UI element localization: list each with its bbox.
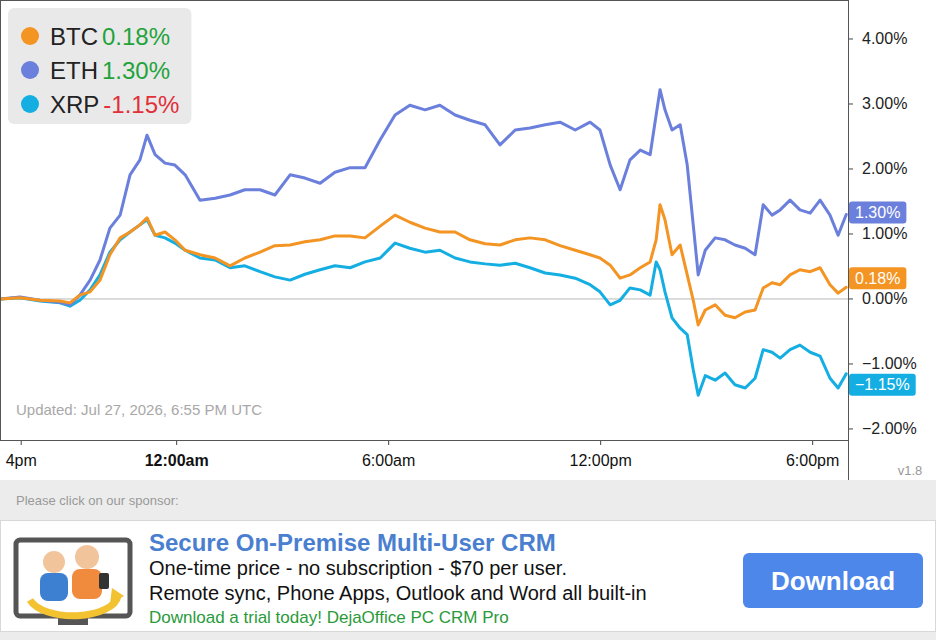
- icon-head: [43, 551, 65, 573]
- y-tick-label: 1.00%: [862, 225, 907, 242]
- icon-phone: [99, 573, 109, 589]
- end-label: 0.18%: [849, 267, 906, 289]
- y-tick-label: 2.00%: [862, 160, 907, 177]
- end-label-box: [849, 267, 906, 289]
- download-button-label[interactable]: Download: [771, 566, 895, 596]
- end-label-box: [849, 374, 916, 396]
- zero-line: [0, 298, 848, 299]
- legend-value: 0.18%: [102, 23, 170, 50]
- icon-person: [40, 573, 68, 601]
- legend: BTC0.18%ETH1.30%XRP-1.15%: [8, 8, 191, 124]
- series-lines: [0, 90, 846, 395]
- y-tick-label: −1.00%: [862, 355, 917, 372]
- sponsor-background: [0, 480, 936, 640]
- legend-swatch: [21, 61, 39, 79]
- legend-swatch: [21, 27, 39, 45]
- end-label-text: 0.18%: [855, 270, 900, 287]
- legend-name: BTC: [50, 23, 98, 50]
- legend-name: ETH: [50, 57, 98, 84]
- sponsor-line: Remote sync, Phone Apps, Outlook and Wor…: [149, 582, 647, 604]
- version: v1.8: [898, 463, 923, 478]
- sponsor-prompt: Please click on our sponsor:: [16, 493, 179, 508]
- x-tick-label: 4pm: [6, 452, 37, 469]
- updated-note: Updated: Jul 27, 2026, 6:55 PM UTC: [16, 401, 262, 418]
- sponsor-title: Secure On-Premise Multi-User CRM: [149, 529, 556, 556]
- plot-frame: [1, 1, 849, 441]
- series-line: [0, 205, 846, 325]
- legend-swatch: [21, 95, 39, 113]
- sponsor-icon: [16, 540, 130, 625]
- sponsor-tagline: Download a trial today! DejaOffice PC CR…: [149, 608, 509, 627]
- end-label-text: −1.15%: [855, 376, 910, 393]
- x-tick-label: 6:00am: [362, 452, 415, 469]
- y-tick-label: −2.00%: [862, 420, 917, 437]
- sponsor-card: [1, 521, 936, 632]
- icon-head: [75, 545, 99, 569]
- chart-background: [0, 0, 936, 480]
- icon-person: [72, 569, 102, 599]
- x-tick-label: 6:00pm: [786, 452, 839, 469]
- end-label-box: [849, 201, 906, 223]
- icon-monitor: [16, 540, 130, 616]
- end-label: −1.15%: [849, 374, 916, 396]
- end-label-text: 1.30%: [855, 204, 900, 221]
- y-tick-label: 4.00%: [862, 30, 907, 47]
- sponsor-line: One-time price - no subscription - $70 p…: [149, 557, 567, 579]
- y-tick-label: 0.00%: [862, 290, 907, 307]
- page: {"chart_data": { "type": "line", "x": [1…: [0, 0, 936, 640]
- download-button[interactable]: Download: [743, 553, 923, 608]
- axis-line: [848, 440, 849, 480]
- legend-value: -1.15%: [103, 91, 179, 118]
- icon-arrowhead: [110, 588, 124, 604]
- page-canvas: 4.00% 3.00% 2.00% 1.00% 0.00% −1.00% −2.00% 4pm…: [0, 0, 936, 640]
- y-tick-label: 3.00%: [862, 95, 907, 112]
- x-tick-label: 12:00pm: [570, 452, 632, 469]
- x-tick-label: 12:00am: [145, 452, 209, 469]
- end-label: 1.30%: [849, 201, 906, 223]
- legend-value: 1.30%: [102, 57, 170, 84]
- legend-box: [8, 8, 191, 124]
- download-button-bg[interactable]: [743, 553, 923, 608]
- legend-name: XRP: [50, 91, 99, 118]
